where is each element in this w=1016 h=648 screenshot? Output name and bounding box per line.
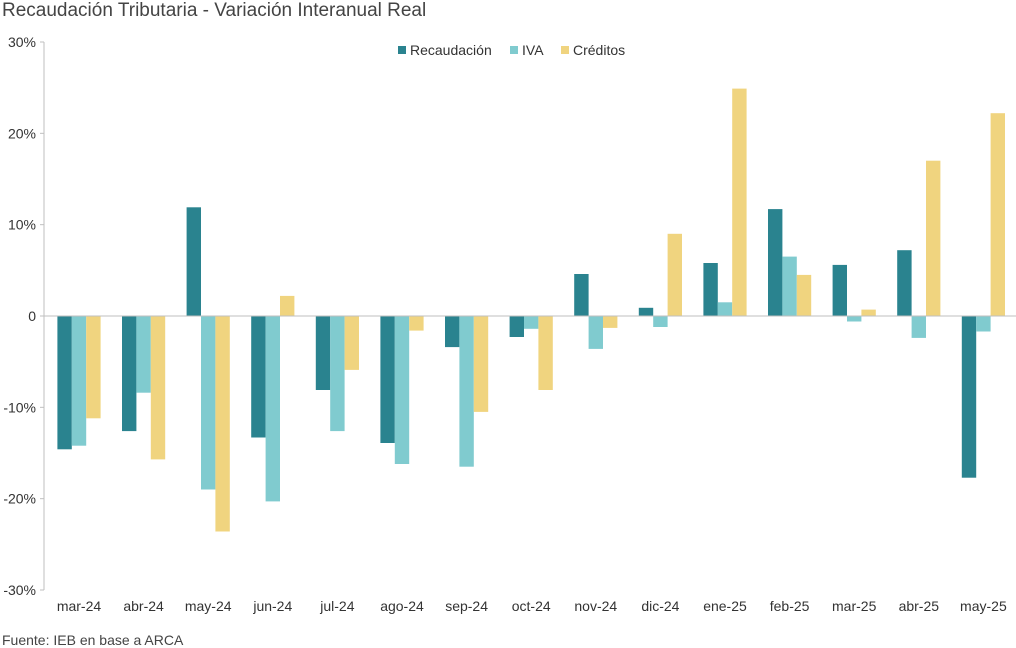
x-tick-label: may-24: [185, 598, 232, 614]
bar-creditos-jul-24: [344, 316, 359, 370]
bar-iva-mar-25: [847, 316, 862, 322]
bar-creditos-may-24: [215, 316, 230, 532]
bar-recaudacion-jun-24: [251, 316, 266, 438]
x-tick-label: jun-24: [252, 598, 292, 614]
bar-iva-abr-24: [136, 316, 151, 393]
y-tick-label: 20%: [8, 125, 36, 141]
bar-recaudacion-may-25: [961, 316, 977, 478]
x-tick-label: may-25: [960, 598, 1007, 614]
bar-iva-mar-24: [71, 316, 87, 446]
bar-creditos-may-25: [990, 113, 1005, 316]
bar-creditos-ago-24: [409, 316, 424, 331]
bar-creditos-abr-25: [926, 160, 941, 316]
x-tick-label: jul-24: [319, 598, 354, 614]
bar-recaudacion-sep-24: [445, 316, 460, 348]
x-tick-label: mar-25: [832, 598, 877, 614]
bar-iva-dic-24: [653, 316, 668, 327]
legend-label: Créditos: [573, 42, 625, 58]
bar-recaudacion-mar-24: [57, 316, 72, 450]
bar-iva-nov-24: [588, 316, 603, 349]
bar-iva-may-24: [201, 316, 216, 490]
chart-source-note: Fuente: IEB en base a ARCA: [2, 632, 184, 648]
y-tick-label: 30%: [8, 34, 36, 50]
y-tick-label: -30%: [3, 582, 36, 598]
x-tick-label: mar-24: [57, 598, 102, 614]
legend-label: Recaudación: [410, 42, 492, 58]
y-tick-label: -20%: [3, 491, 36, 507]
bar-creditos-abr-24: [150, 316, 166, 460]
x-tick-label: abr-24: [123, 598, 164, 614]
bar-recaudacion-nov-24: [574, 274, 589, 316]
bar-recaudacion-ago-24: [380, 316, 395, 443]
bar-recaudacion-abr-24: [122, 316, 137, 432]
x-tick-label: oct-24: [512, 598, 551, 614]
bar-creditos-feb-25: [796, 274, 812, 316]
legend-swatch-recaudacion: [398, 46, 406, 54]
bar-creditos-jun-24: [280, 295, 295, 316]
bar-creditos-dic-24: [667, 233, 682, 316]
bar-iva-jun-24: [265, 316, 280, 502]
y-tick-label: 10%: [8, 217, 36, 233]
x-tick-label: ago-24: [380, 598, 424, 614]
bar-creditos-sep-24: [473, 316, 489, 412]
bar-creditos-nov-24: [603, 316, 618, 328]
y-tick-label: 0: [28, 308, 36, 324]
bar-iva-abr-25: [911, 316, 926, 338]
bar-iva-feb-25: [782, 256, 797, 316]
bar-recaudacion-mar-25: [832, 264, 847, 316]
legend-swatch-creditos: [561, 46, 569, 54]
x-tick-label: feb-25: [770, 598, 810, 614]
bar-iva-jul-24: [330, 316, 345, 432]
bar-recaudacion-ene-25: [703, 263, 718, 316]
bar-recaudacion-may-24: [186, 207, 201, 316]
bar-iva-oct-24: [524, 316, 539, 329]
bar-recaudacion-abr-25: [897, 250, 912, 316]
bar-iva-ago-24: [394, 316, 410, 464]
bar-creditos-mar-25: [861, 309, 876, 316]
chart-title: Recaudación Tributaria - Variación Inter…: [2, 0, 427, 21]
x-tick-label: dic-24: [641, 598, 679, 614]
bar-recaudacion-dic-24: [638, 307, 654, 316]
x-tick-label: sep-24: [445, 598, 488, 614]
x-tick-label: abr-25: [899, 598, 940, 614]
bar-iva-sep-24: [459, 316, 474, 467]
legend-swatch-iva: [510, 46, 518, 54]
legend-label: IVA: [522, 42, 544, 58]
bar-creditos-mar-24: [86, 316, 101, 419]
x-tick-label: nov-24: [574, 598, 617, 614]
x-tick-label: ene-25: [703, 598, 747, 614]
bar-recaudacion-jul-24: [315, 316, 331, 390]
bar-creditos-ene-25: [732, 88, 747, 316]
bar-recaudacion-feb-25: [768, 209, 783, 316]
bar-creditos-oct-24: [538, 316, 553, 390]
bar-iva-may-25: [976, 316, 991, 332]
bar-recaudacion-oct-24: [509, 316, 524, 337]
y-tick-label: -10%: [3, 399, 36, 415]
bar-iva-ene-25: [717, 302, 733, 316]
